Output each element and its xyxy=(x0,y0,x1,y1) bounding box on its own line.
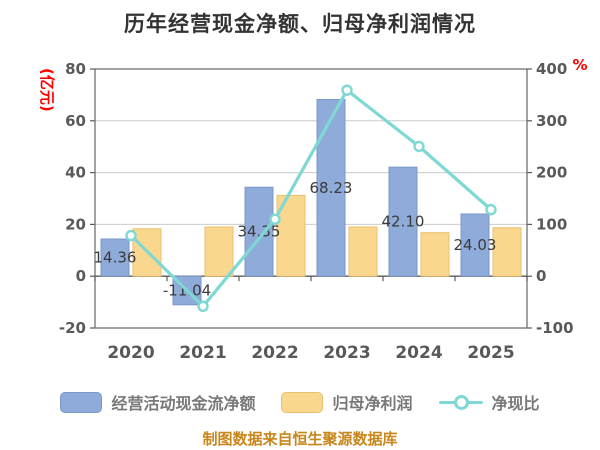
y-axis-tick-label-right: 300 xyxy=(536,112,567,130)
bar-operating-cash xyxy=(316,98,346,277)
bar-net-profit xyxy=(204,226,234,277)
y-axis-tick-label-right: 0 xyxy=(536,267,546,285)
x-axis-label: 2024 xyxy=(395,343,442,363)
legend-swatch-bar-blue-icon xyxy=(60,391,103,413)
line-marker xyxy=(197,300,209,312)
x-axis-label: 2022 xyxy=(251,343,298,363)
x-axis-label: 2020 xyxy=(107,343,154,363)
y-axis-tick-label-left: -20 xyxy=(59,319,86,337)
x-axis-label: 2023 xyxy=(323,343,370,363)
legend-item-operating-cash[interactable]: 经营活动现金流净额 xyxy=(60,390,255,414)
bar-operating-cash xyxy=(388,166,418,277)
bar-operating-cash xyxy=(244,186,274,277)
data-source-note: 制图数据来自恒生聚源数据库 xyxy=(202,430,398,448)
y-axis-tick-label-left: 60 xyxy=(65,112,86,130)
bar-net-profit xyxy=(420,232,450,277)
chart-plot-area: 806040200-204003002001000-100(亿元)%14.362… xyxy=(38,56,588,363)
left-axis-unit-label: (亿元) xyxy=(38,68,56,112)
legend-item-net-cash-ratio[interactable]: 净现比 xyxy=(438,390,540,414)
bar-value-label: 42.10 xyxy=(382,213,425,231)
line-marker xyxy=(125,229,137,242)
legend-item-net-profit[interactable]: 归母净利润 xyxy=(281,390,413,414)
plot-border xyxy=(94,68,528,329)
legend-label: 净现比 xyxy=(491,394,540,413)
bar-net-profit xyxy=(348,226,378,277)
y-axis-tick-label-right: 200 xyxy=(536,164,567,182)
y-axis-tick-label-left: 0 xyxy=(76,267,86,285)
bar-value-label: 14.36 xyxy=(94,249,137,267)
x-axis-label: 2025 xyxy=(467,343,514,363)
y-axis-tick-label-right: 400 xyxy=(536,60,567,78)
right-axis-unit-label: % xyxy=(572,56,587,74)
line-marker xyxy=(413,140,425,153)
y-axis-tick-label-left: 40 xyxy=(65,164,86,182)
bar-operating-cash xyxy=(100,238,130,277)
y-axis-tick-label-right: -100 xyxy=(536,319,574,337)
line-marker xyxy=(269,213,281,225)
bar-operating-cash xyxy=(460,213,490,277)
y-axis-tick-label-right: 100 xyxy=(536,215,567,233)
legend-label: 归母净利润 xyxy=(332,394,413,413)
legend-line-marker-icon xyxy=(438,392,483,413)
net-cash-ratio-line xyxy=(129,88,493,308)
legend-swatch-bar-orange-icon xyxy=(281,391,324,413)
y-axis-tick-label-left: 20 xyxy=(65,215,86,233)
bar-value-label: 24.03 xyxy=(454,236,497,254)
chart-legend: 经营活动现金流净额 归母净利润 净现比 xyxy=(0,390,600,414)
line-marker xyxy=(341,84,353,96)
bar-value-label: 68.23 xyxy=(310,179,353,197)
legend-label: 经营活动现金流净额 xyxy=(111,394,256,413)
line-marker xyxy=(485,203,497,216)
y-axis-tick-label-left: 80 xyxy=(65,60,86,78)
bar-net-profit xyxy=(492,227,522,277)
chart-title: 历年经营现金净额、归母净利润情况 xyxy=(124,12,476,36)
x-axis-label: 2021 xyxy=(179,343,226,363)
